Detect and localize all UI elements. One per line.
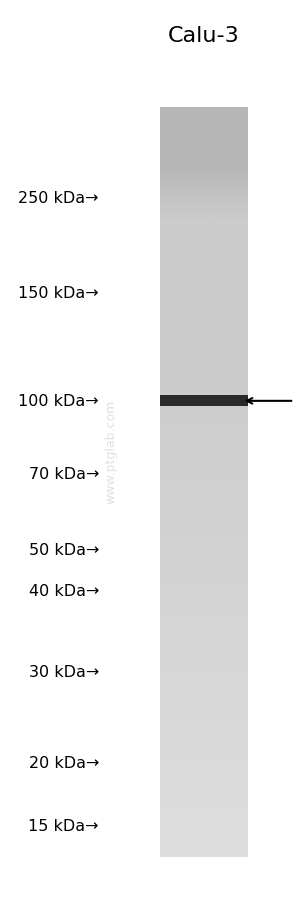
Text: 150 kDa→: 150 kDa→ — [18, 286, 99, 300]
Text: Calu-3: Calu-3 — [168, 26, 240, 46]
Text: 70 kDa→: 70 kDa→ — [28, 466, 99, 481]
Text: 20 kDa→: 20 kDa→ — [28, 755, 99, 769]
Text: 100 kDa→: 100 kDa→ — [18, 394, 99, 409]
Bar — [160, 396, 248, 407]
Text: 50 kDa→: 50 kDa→ — [28, 543, 99, 557]
Text: 40 kDa→: 40 kDa→ — [28, 584, 99, 598]
Text: 15 kDa→: 15 kDa→ — [28, 818, 99, 833]
Text: 250 kDa→: 250 kDa→ — [18, 191, 99, 206]
Text: www.ptglab.com: www.ptglab.com — [104, 399, 117, 503]
Text: 30 kDa→: 30 kDa→ — [28, 665, 99, 679]
